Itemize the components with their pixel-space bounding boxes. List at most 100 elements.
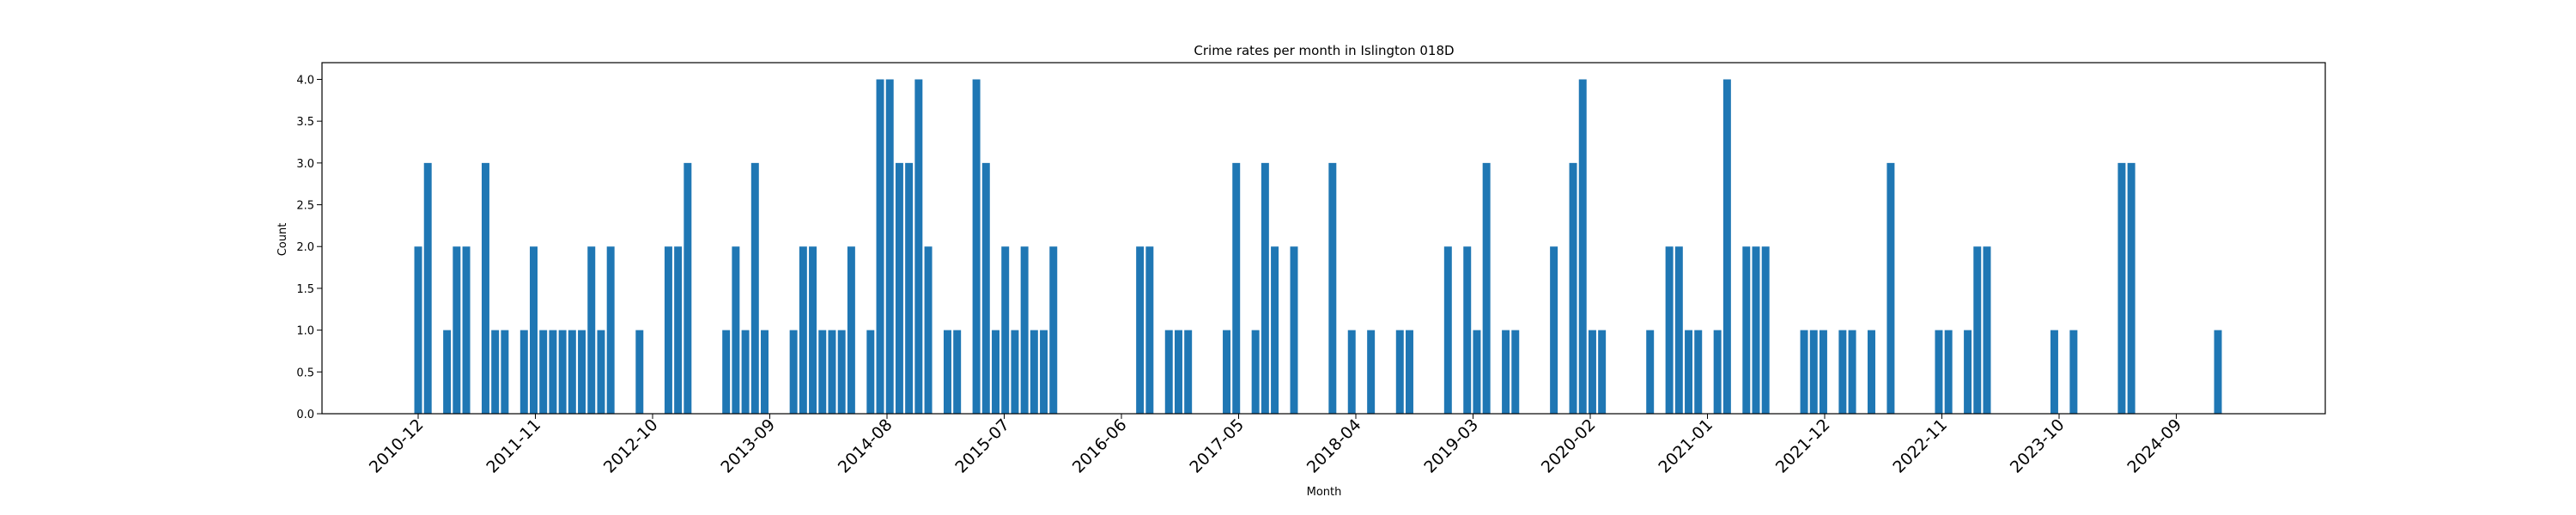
- bar: [1935, 330, 1943, 414]
- bar: [1848, 330, 1856, 414]
- bar: [568, 330, 576, 414]
- bar: [1886, 162, 1895, 415]
- x-tick-label: 2016-06: [1069, 415, 1131, 477]
- x-tick-label: 2011-11: [483, 415, 544, 477]
- bar: [1646, 330, 1655, 414]
- bar: [1473, 330, 1481, 414]
- bar: [972, 79, 981, 414]
- bar: [1511, 330, 1520, 414]
- bar: [1223, 330, 1231, 414]
- bar: [1665, 246, 1674, 414]
- bar: [1136, 246, 1145, 414]
- bar: [1020, 246, 1029, 414]
- bar: [587, 246, 596, 414]
- bar: [1174, 330, 1182, 414]
- bar: [1598, 330, 1607, 414]
- bar: [1040, 330, 1048, 414]
- bar: [539, 330, 548, 414]
- bar: [443, 330, 452, 414]
- bar: [1011, 330, 1019, 414]
- bar: [597, 330, 605, 414]
- bar: [530, 246, 538, 414]
- bar: [2214, 330, 2222, 414]
- y-tick-label: 1.0: [296, 325, 314, 338]
- bar: [837, 330, 846, 414]
- bar: [1482, 162, 1491, 415]
- bar: [914, 79, 923, 414]
- bar: [2127, 162, 2136, 415]
- bar: [414, 246, 422, 414]
- bar: [1809, 330, 1818, 414]
- bar: [1838, 330, 1847, 414]
- bar: [876, 79, 884, 414]
- bar: [501, 330, 509, 414]
- x-tick-label: 2024-09: [2123, 415, 2185, 477]
- bar: [732, 246, 740, 414]
- bars-group: [414, 79, 2222, 415]
- bar: [1443, 246, 1452, 414]
- bar: [1367, 330, 1376, 414]
- bar: [558, 330, 567, 414]
- bar: [953, 330, 962, 414]
- bar: [1819, 330, 1827, 414]
- bar: [761, 330, 769, 414]
- bar: [549, 330, 557, 414]
- bar: [491, 330, 500, 414]
- bar: [799, 246, 807, 414]
- bar: [462, 246, 471, 414]
- bar: [1550, 246, 1558, 414]
- bar: [453, 246, 461, 414]
- y-tick-label: 4.0: [296, 74, 314, 87]
- bar: [1674, 246, 1683, 414]
- bar: [635, 330, 644, 414]
- bar: [1290, 246, 1298, 414]
- y-tick-label: 3.5: [296, 116, 314, 129]
- bar: [818, 330, 827, 414]
- bar: [1328, 162, 1337, 415]
- bar: [1251, 330, 1260, 414]
- bar: [943, 330, 951, 414]
- bar: [1578, 79, 1587, 414]
- bar: [1030, 330, 1038, 414]
- y-axis-label: Count: [276, 223, 289, 257]
- bar: [885, 79, 894, 414]
- bar: [895, 162, 903, 415]
- bar: [481, 162, 489, 415]
- chart-title: Crime rates per month in Islington 018D: [1194, 43, 1454, 58]
- bar: [578, 330, 586, 414]
- bar: [1406, 330, 1413, 414]
- bar: [2117, 162, 2126, 415]
- bar: [606, 246, 615, 414]
- x-tick-label: 2020-02: [1538, 415, 1600, 477]
- y-tick-label: 0.0: [296, 409, 314, 421]
- bar: [1463, 246, 1472, 414]
- bar: [1685, 330, 1693, 414]
- bar: [866, 330, 875, 414]
- bar: [1001, 246, 1010, 414]
- x-axis: 2010-12 2011-11 2012-10 2013-09 2014-08 2015-…: [366, 414, 2185, 477]
- bar: [981, 162, 990, 415]
- x-axis-label: Month: [1307, 486, 1342, 499]
- bar: [828, 330, 836, 414]
- plot-frame: [321, 62, 2326, 415]
- bar: [1722, 79, 1731, 414]
- bar: [683, 162, 692, 415]
- bar: [924, 246, 933, 414]
- bar: [1164, 330, 1173, 414]
- bar: [1588, 330, 1596, 414]
- bar: [1502, 330, 1510, 414]
- bar: [2069, 330, 2078, 414]
- bar: [905, 162, 914, 415]
- bar: [1752, 246, 1760, 414]
- bar: [1761, 246, 1770, 414]
- bar: [992, 330, 999, 414]
- x-tick-label: 2019-03: [1420, 415, 1482, 477]
- bar: [1964, 330, 1972, 414]
- bar: [809, 246, 817, 414]
- bar: [1694, 330, 1703, 414]
- x-tick-label: 2015-07: [951, 415, 1013, 477]
- bar: [1713, 330, 1722, 414]
- y-tick-label: 1.5: [296, 283, 314, 296]
- bar: [1232, 162, 1241, 415]
